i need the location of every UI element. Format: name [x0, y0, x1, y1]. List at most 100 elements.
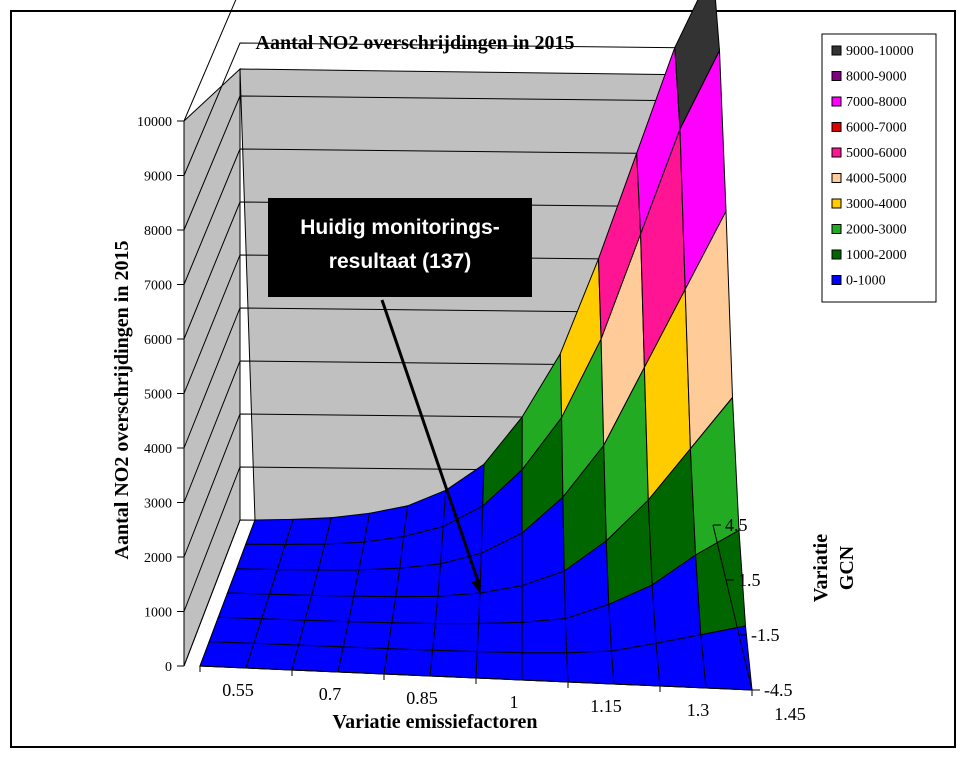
- legend-swatch: [831, 147, 842, 158]
- surface-cell: [324, 512, 371, 545]
- surface-cell: [434, 592, 481, 625]
- gridline: [183, 360, 704, 503]
- surface-cell: [521, 652, 569, 683]
- surface-cell: [208, 616, 263, 644]
- surface-cell: [337, 646, 389, 675]
- surface-cell: [347, 595, 397, 624]
- surface-cell: [655, 634, 707, 689]
- legend-swatch: [831, 96, 842, 107]
- legend-swatch: [831, 249, 842, 260]
- surface-cell: [391, 595, 439, 625]
- gridline: [183, 307, 704, 449]
- legend-label: 4000-5000: [846, 172, 907, 187]
- surface-cell: [521, 618, 568, 654]
- surface-cell: [395, 563, 442, 598]
- legend-label: 7000-8000: [846, 95, 907, 110]
- gridline: [183, 254, 704, 394]
- legend-label: 5000-6000: [846, 146, 907, 161]
- annotation-arrow: [380, 299, 482, 588]
- legend-swatch: [831, 122, 842, 132]
- surface-cell: [276, 543, 326, 571]
- z-tick-label: 2000: [144, 551, 172, 566]
- legend-swatch: [831, 45, 842, 56]
- gridline: [183, 201, 704, 340]
- z-tick-label: 0: [165, 660, 172, 675]
- surface-cell: [387, 622, 436, 651]
- z-tick-label: 9000: [144, 170, 172, 185]
- z-tick-label: 6000: [144, 333, 172, 348]
- annotation-text: resultaat (137): [329, 250, 471, 273]
- surface-cell: [432, 622, 480, 653]
- legend-swatch: [831, 198, 842, 209]
- chart-title: Aantal NO2 overschrijdingen in 2015: [256, 32, 575, 54]
- legend-swatch: [831, 224, 842, 234]
- surface-cell: [429, 649, 478, 679]
- z-axis-label: Aantal NO2 overschrijdingen in 2015: [111, 241, 133, 560]
- surface-cell: [297, 619, 350, 648]
- x-tick-label: 1.45: [774, 704, 806, 724]
- y-tick-label: -4.5: [764, 680, 793, 700]
- z-tick-label: 7000: [144, 279, 172, 294]
- surface-cell: [217, 592, 271, 620]
- chart-axes: 0 1000 2000 3000 4000 5000 6000 7000 8000 9000 100…: [137, 115, 806, 724]
- y-tick-label: 4.5: [725, 515, 748, 535]
- surface-cell: [291, 644, 344, 673]
- legend-label: 0-1000: [846, 274, 886, 289]
- x-tick-label: 1: [510, 692, 519, 712]
- legend-label: 3000-4000: [846, 197, 907, 212]
- y-axis-line: [712, 524, 753, 691]
- x-tick-label: 0.85: [406, 688, 438, 708]
- surface-cell: [476, 621, 523, 654]
- surface-cell: [610, 642, 661, 687]
- legend: 9000-10000 8000-9000 7000-8000 6000-7000 500…: [821, 33, 937, 303]
- surface-cell: [226, 568, 279, 595]
- surface-cell: [245, 642, 300, 671]
- legend-label: 2000-3000: [846, 223, 907, 238]
- legend-label: 9000-10000: [846, 44, 914, 59]
- y-axis-label-line-1: Variatie: [810, 534, 832, 602]
- surface-cell: [311, 569, 360, 597]
- legend-swatch: [831, 275, 842, 285]
- surface-cell: [261, 593, 313, 621]
- left-wall: [183, 67, 241, 667]
- x-axis-label: Variatie emissiefactoren: [333, 711, 538, 733]
- z-tick-label: 3000: [144, 497, 172, 512]
- surface-mesh: [199, 0, 753, 691]
- z-tick-label: 4000: [144, 442, 172, 457]
- surface-cell: [358, 535, 405, 571]
- annotation-box: [268, 198, 532, 297]
- legend-label: 1000-2000: [846, 248, 907, 263]
- gridline: [183, 148, 704, 285]
- z-tick-label: 5000: [144, 388, 172, 403]
- surface-cell: [199, 641, 255, 669]
- z-tick-label: 1000: [144, 606, 172, 621]
- surface-cell: [475, 651, 523, 681]
- surface-cell: [317, 541, 365, 571]
- surface-cell: [235, 543, 286, 571]
- z-tick-label: 8000: [144, 224, 172, 239]
- annotation-arrowhead: [471, 579, 481, 594]
- surface-cell: [284, 517, 332, 546]
- y-tick-label: 1.5: [738, 570, 761, 590]
- surface-cell: [353, 567, 401, 598]
- legend-label: 8000-9000: [846, 70, 907, 85]
- surface-cell: [253, 618, 306, 646]
- surface-cell: [268, 569, 319, 596]
- x-tick-label: 0.55: [222, 680, 254, 700]
- surface-cell: [383, 648, 434, 677]
- x-tick-label: 0.7: [319, 684, 342, 704]
- gridline: [183, 0, 237, 122]
- legend-swatch: [831, 173, 842, 183]
- annotation-group: Huidig monitorings-resultaat (137): [268, 198, 532, 594]
- surface-cell: [342, 621, 393, 650]
- legend-label: 6000-7000: [846, 121, 907, 136]
- gridline: [183, 95, 704, 231]
- z-tick-label: 10000: [137, 115, 172, 130]
- annotation-text: Huidig monitorings-: [300, 216, 499, 239]
- surface-cell: [566, 650, 615, 685]
- x-tick-label: 1.15: [590, 696, 622, 716]
- surface-cell: [304, 594, 355, 623]
- legend-swatch: [831, 71, 842, 81]
- gridline: [183, 42, 704, 176]
